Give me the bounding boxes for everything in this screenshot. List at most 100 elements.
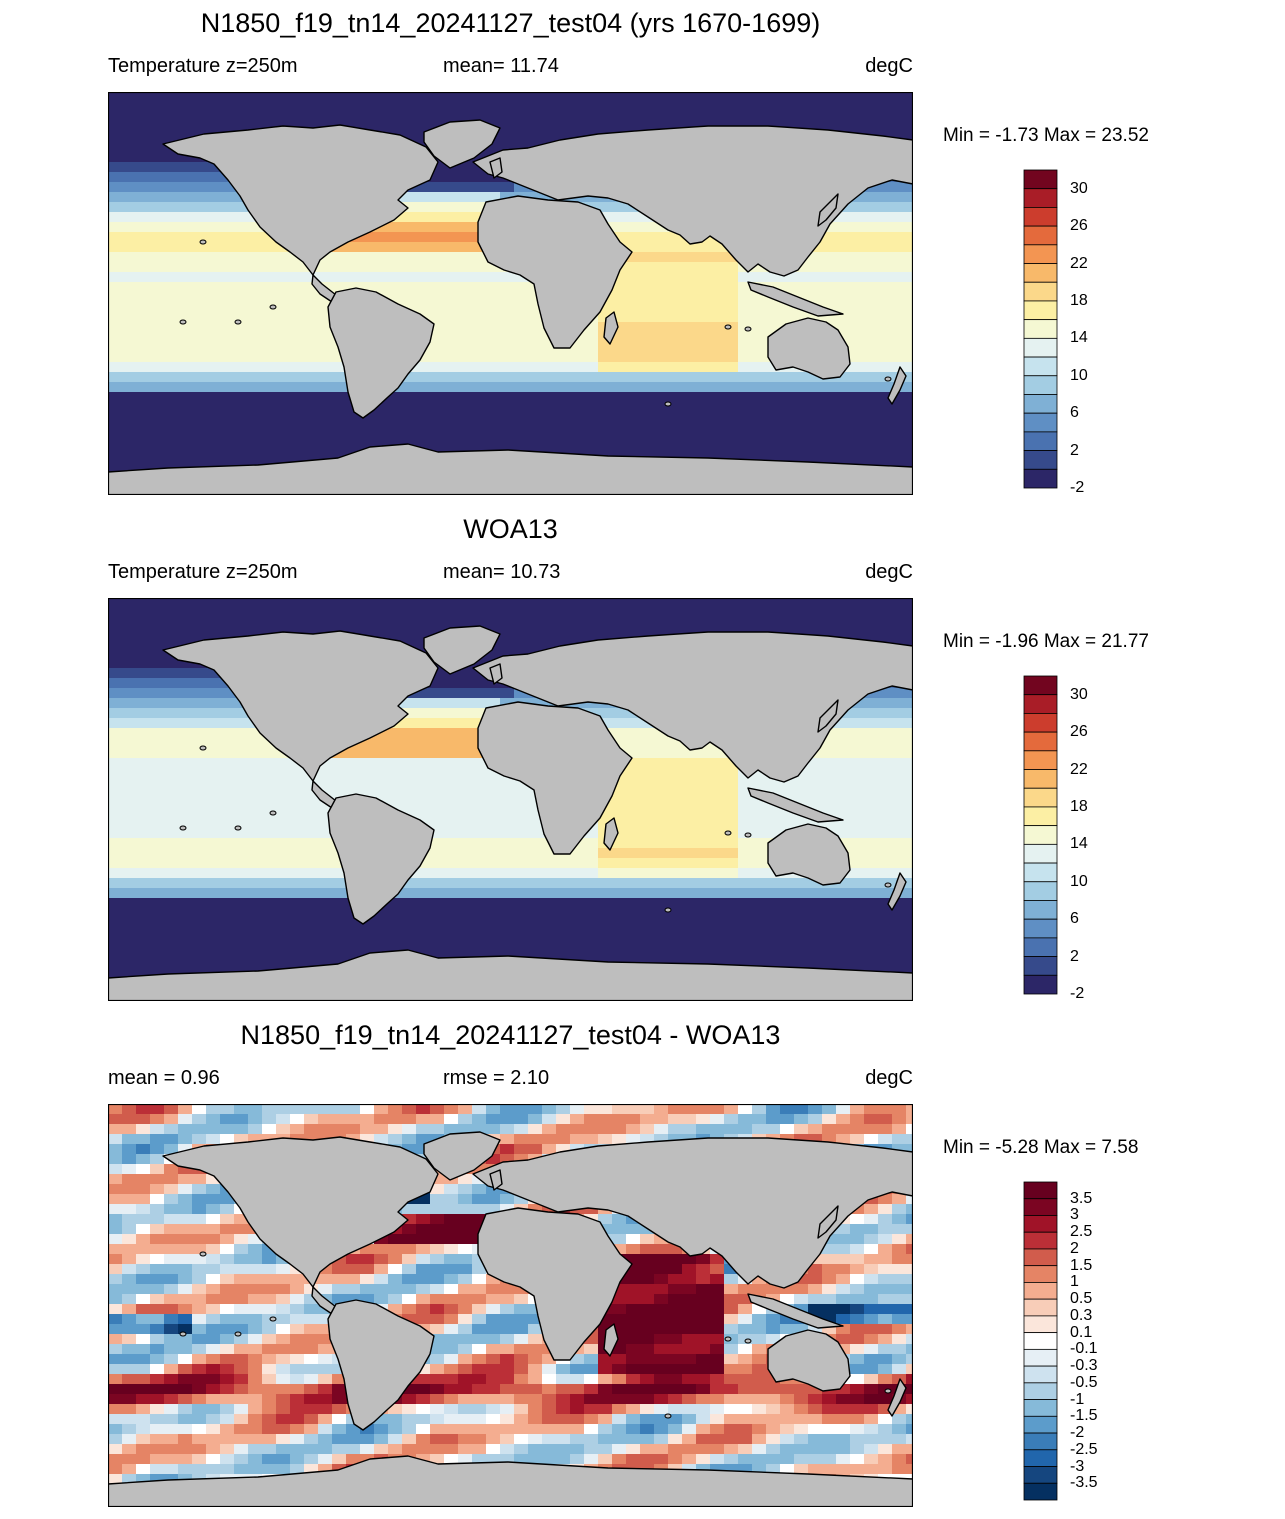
colorbar-label: 0.1 (1070, 1323, 1093, 1341)
landmass-north-america (162, 1136, 439, 1288)
colorbar-label: -3 (1070, 1457, 1085, 1475)
colorbar-box (1023, 750, 1058, 770)
panel-title: N1850_f19_tn14_20241127_test04 - WOA13 (240, 1020, 781, 1050)
colorbar-label: 3 (1070, 1206, 1079, 1224)
landmass-australia (767, 317, 851, 380)
island (199, 239, 207, 245)
landmass-british-isles (489, 1169, 503, 1191)
colorbar-label: 6 (1070, 404, 1079, 422)
colorbar-label: 2 (1070, 947, 1079, 965)
colorbar-box (1023, 675, 1058, 696)
island (664, 1413, 672, 1419)
landmass-eurasia (472, 1137, 913, 1289)
landmass-antarctica (108, 1455, 913, 1507)
landmass-japan (817, 699, 839, 733)
island (724, 1336, 732, 1342)
colorbar-box (1023, 337, 1058, 358)
island (664, 907, 672, 913)
colorbar-box (1023, 319, 1058, 339)
colorbar-box (1023, 713, 1058, 733)
landmass-south-america (327, 1299, 435, 1431)
colorbar-box (1023, 394, 1058, 414)
colorbar-box (1023, 1432, 1058, 1451)
colorbar-label: 10 (1070, 872, 1088, 890)
colorbar-label: 6 (1070, 910, 1079, 928)
colorbar-label: -2 (1070, 985, 1085, 1002)
colorbar-label: -1 (1070, 1390, 1085, 1408)
colorbar-box (1023, 281, 1058, 302)
landmass-africa (477, 1207, 633, 1361)
landmass-eurasia (472, 631, 913, 783)
colorbar-boxes (1023, 1181, 1058, 1501)
difference-map (108, 1104, 913, 1507)
island (179, 319, 187, 325)
island (199, 745, 207, 751)
colorbar-box (1023, 207, 1058, 227)
colorbar: 3.5 3 2.5 2 1.5 1 0.5 0.3 0.1 -0.1 -0.3 -0.5 -1 -1.5-… (1023, 1181, 1106, 1501)
min-max-label: Min = -1.73 Max = 23.52 (943, 125, 1149, 146)
colorbar-box (1023, 1449, 1058, 1467)
colorbar-box (1023, 974, 1058, 995)
colorbar-label: 2 (1070, 1239, 1079, 1257)
colorbar-box (1023, 1265, 1058, 1283)
colorbar-label: 0.5 (1070, 1290, 1093, 1308)
landmass-new-zealand (887, 366, 907, 405)
colorbar-label: 26 (1070, 723, 1088, 741)
temperature-map (108, 92, 913, 495)
colorbar-label: 26 (1070, 217, 1088, 235)
landmass-antarctica (108, 949, 913, 1001)
colorbar-box (1023, 937, 1058, 957)
colorbar-box (1023, 1466, 1058, 1484)
colorbar-label: 30 (1070, 179, 1088, 197)
colorbar-label: -2.5 (1070, 1440, 1098, 1458)
mean-label: mean = 0.96 (108, 1067, 220, 1089)
colorbar: 30 26 22 18 14 10 6 2 -2 (1023, 675, 1106, 1002)
island (234, 1331, 242, 1337)
island (269, 1316, 277, 1322)
colorbar-box (1023, 806, 1058, 827)
island (179, 825, 187, 831)
colorbar-box (1023, 900, 1058, 920)
colorbar-label: 18 (1070, 797, 1088, 815)
colorbar-box (1023, 1315, 1058, 1334)
colorbar-box (1023, 375, 1058, 395)
colorbar-box (1023, 694, 1058, 714)
colorbar-box (1023, 468, 1058, 489)
colorbar-label: -0.1 (1070, 1340, 1098, 1358)
mean-label: mean= 10.73 (443, 561, 561, 583)
colorbar-box (1023, 825, 1058, 845)
colorbar-label: 30 (1070, 685, 1088, 703)
colorbar-box (1023, 1248, 1058, 1267)
colorbar-label: 0.3 (1070, 1306, 1093, 1324)
units-label: degC (865, 1067, 913, 1089)
island (664, 401, 672, 407)
colorbar-box (1023, 1399, 1058, 1417)
colorbar-box (1023, 843, 1058, 864)
landmass-north-america (162, 630, 439, 782)
land-masses (108, 119, 913, 495)
colorbar-box (1023, 450, 1058, 470)
landmass-north-america (162, 124, 439, 276)
colorbar-box (1023, 1181, 1058, 1200)
island (199, 1251, 207, 1257)
landmass-africa (477, 195, 633, 349)
island (234, 319, 242, 325)
colorbar-box (1023, 244, 1058, 264)
colorbar-label: -0.3 (1070, 1357, 1098, 1375)
temperature-map (108, 598, 913, 1001)
colorbar-box (1023, 956, 1058, 976)
min-max-label: Min = -1.96 Max = 21.77 (943, 631, 1149, 652)
landmass-south-america (327, 793, 435, 925)
colorbar-label: 22 (1070, 254, 1088, 272)
colorbar-box (1023, 1298, 1058, 1317)
island (269, 810, 277, 816)
island (744, 832, 752, 838)
landmass-south-america (327, 287, 435, 419)
land-masses (108, 625, 913, 1001)
landmass-madagascar (603, 1323, 619, 1357)
colorbar-box (1023, 862, 1058, 883)
island (269, 304, 277, 310)
landmass-australia (767, 1329, 851, 1392)
landmass-new-zealand (887, 872, 907, 911)
landmass-indonesia (747, 281, 844, 317)
